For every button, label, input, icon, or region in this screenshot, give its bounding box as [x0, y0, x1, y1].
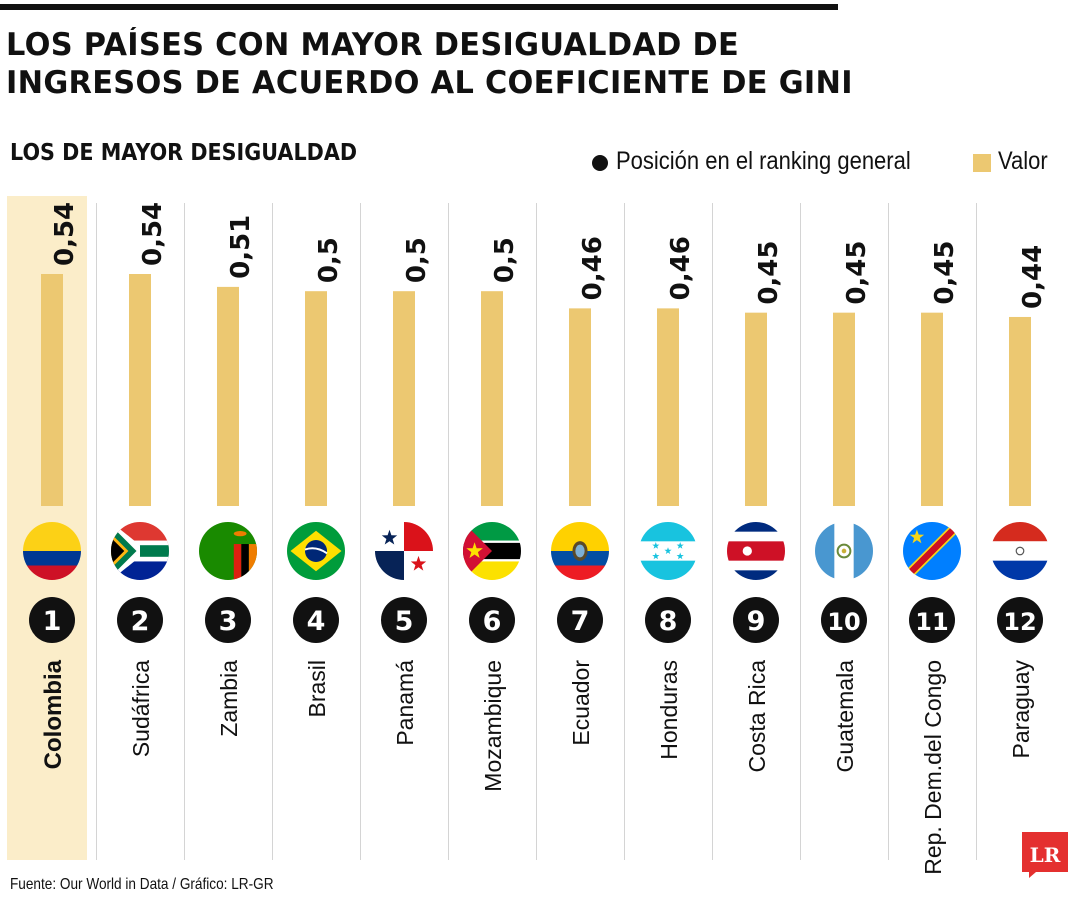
- costa-rica-flag-icon: [727, 522, 785, 580]
- value-label-7: 0,46: [578, 236, 608, 300]
- rank-number-11: 11: [915, 608, 948, 636]
- top-rule: [0, 4, 838, 10]
- country-label-8: Honduras: [656, 660, 682, 760]
- svg-text:LR: LR: [1030, 843, 1061, 867]
- south-africa-flag-icon: [111, 522, 169, 580]
- country-label-12: Paraguay: [1008, 660, 1034, 759]
- bar-10: [833, 312, 855, 506]
- rank-number-5: 5: [395, 606, 414, 637]
- rank-badge-11: [909, 597, 955, 643]
- value-label-5: 0,5: [402, 237, 432, 283]
- column-separator: [624, 203, 625, 860]
- country-label-9: Costa Rica: [744, 660, 770, 773]
- column-separator: [96, 203, 97, 860]
- rank-number-10: 10: [827, 608, 860, 636]
- legend-rank-label: Posición en el ranking general: [616, 147, 911, 175]
- column-separator: [800, 203, 801, 860]
- column-separator: [976, 203, 977, 860]
- country-label-3: Zambia: [216, 660, 242, 737]
- country-label-10: Guatemala: [832, 660, 858, 773]
- column-separator: [448, 203, 449, 860]
- value-label-9: 0,45: [754, 241, 784, 305]
- mozambique-flag-icon: [463, 522, 521, 580]
- legend-rank-marker: [592, 155, 608, 171]
- legend-value-swatch: [973, 154, 991, 172]
- bar-4: [305, 291, 327, 506]
- rank-badge-5: [381, 597, 427, 643]
- country-label-7: Ecuador: [568, 660, 594, 746]
- bar-12: [1009, 316, 1031, 506]
- bar-6: [481, 291, 503, 506]
- value-label-3: 0,51: [226, 215, 256, 279]
- rank-badge-3: [205, 597, 251, 643]
- guatemala-flag-icon: [815, 522, 873, 580]
- country-label-6: Mozambique: [480, 660, 506, 792]
- bar-9: [745, 312, 767, 506]
- chart-subtitle: LOS DE MAYOR DESIGUALDAD: [10, 140, 358, 166]
- rank-badge-9: [733, 597, 779, 643]
- chart-title-line-1: LOS PAÍSES CON MAYOR DESIGUALDAD DE: [6, 27, 740, 63]
- rank-number-1: 1: [43, 606, 62, 637]
- chart-title: LOS PAÍSES CON MAYOR DESIGUALDAD DE INGR…: [6, 26, 888, 102]
- value-label-11: 0,45: [930, 241, 960, 305]
- rank-badge-6: [469, 597, 515, 643]
- legend-value-label: Valor: [998, 147, 1048, 175]
- bar-5: [393, 291, 415, 506]
- value-label-12: 0,44: [1018, 245, 1048, 309]
- column-separator: [536, 203, 537, 860]
- rank-number-6: 6: [483, 606, 502, 637]
- source-note: Fuente: Our World in Data / Gráfico: LR-…: [10, 876, 274, 893]
- chart-title-line-2: INGRESOS DE ACUERDO AL COEFICIENTE DE GI…: [6, 65, 853, 101]
- value-label-8: 0,46: [666, 236, 696, 300]
- dr-congo-flag-icon: [903, 522, 961, 580]
- brazil-flag-icon: [287, 522, 345, 580]
- rank-badge-8: [645, 597, 691, 643]
- ecuador-flag-icon: [551, 522, 609, 580]
- value-label-2: 0,54: [138, 202, 168, 266]
- zambia-flag-icon: [199, 522, 257, 580]
- rank-badge-4: [293, 597, 339, 643]
- colombia-flag-icon: [23, 522, 81, 580]
- column-separator: [184, 203, 185, 860]
- country-label-2: Sudáfrica: [128, 660, 154, 757]
- country-label-4: Brasil: [304, 660, 330, 718]
- rank-number-8: 8: [659, 606, 678, 637]
- column-separator: [888, 203, 889, 860]
- value-label-6: 0,5: [490, 237, 520, 283]
- bar-3: [217, 286, 239, 506]
- bar-1: [41, 274, 63, 506]
- rank-badge-2: [117, 597, 163, 643]
- rank-number-9: 9: [747, 606, 766, 637]
- rank-number-4: 4: [307, 606, 326, 637]
- bar-7: [569, 308, 591, 506]
- honduras-flag-icon: [639, 522, 697, 580]
- rank-badge-12: [997, 597, 1043, 643]
- rank-badge-10: [821, 597, 867, 643]
- lr-logo: LR: [1022, 832, 1068, 878]
- column-separator: [360, 203, 361, 860]
- country-label-11: Rep. Dem.del Congo: [920, 660, 946, 875]
- paraguay-flag-icon: [991, 522, 1049, 580]
- value-label-10: 0,45: [842, 241, 872, 305]
- rank-badge-1: [29, 597, 75, 643]
- column-separator: [272, 203, 273, 860]
- value-label-1: 0,54: [50, 202, 80, 266]
- rank-number-3: 3: [219, 606, 238, 637]
- rank-number-2: 2: [131, 606, 150, 637]
- country-label-1: Colombia: [40, 659, 67, 769]
- rank-number-7: 7: [571, 606, 590, 637]
- rank-badge-7: [557, 597, 603, 643]
- bar-2: [129, 274, 151, 506]
- bar-11: [921, 312, 943, 506]
- country-label-5: Panamá: [392, 660, 418, 746]
- bar-8: [657, 308, 679, 506]
- rank-number-12: 12: [1003, 608, 1036, 636]
- value-label-4: 0,5: [314, 237, 344, 283]
- column-separator: [712, 203, 713, 860]
- panama-flag-icon: [375, 522, 433, 580]
